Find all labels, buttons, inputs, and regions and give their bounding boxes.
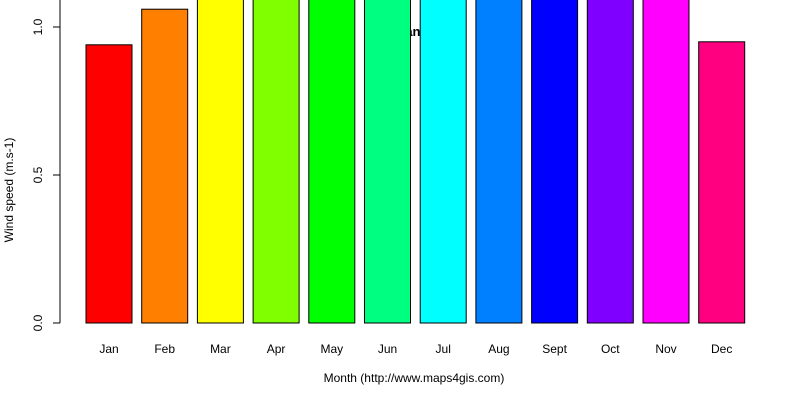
bar-apr bbox=[252, 0, 300, 324]
bars-group bbox=[85, 0, 746, 324]
x-tick-label: Sept bbox=[542, 342, 567, 356]
x-tick-label: Dec bbox=[711, 342, 732, 356]
x-tick-label: Feb bbox=[154, 342, 175, 356]
x-tick-label: Jun bbox=[378, 342, 397, 356]
bar-dec bbox=[698, 41, 746, 324]
bar-jul bbox=[419, 0, 467, 324]
bar-jun bbox=[364, 0, 411, 324]
y-tick-label: 0.0 bbox=[31, 314, 45, 331]
x-tick-label: Jan bbox=[99, 342, 118, 356]
x-tick-labels: Jan Feb Mar Apr May Jun Jul Aug Sept Oct Nov Dec bbox=[99, 342, 732, 356]
x-tick-label: Nov bbox=[655, 342, 676, 356]
x-tick-label: Aug bbox=[488, 342, 509, 356]
y-axis: 0.00.51.01.5 bbox=[31, 0, 61, 331]
x-tick-label: Mar bbox=[210, 342, 231, 356]
bar-may bbox=[308, 0, 356, 324]
bar-feb bbox=[141, 8, 189, 324]
bar-jan bbox=[85, 44, 133, 324]
bar-nov bbox=[642, 0, 690, 324]
x-tick-label: May bbox=[320, 342, 343, 356]
y-axis-label: Wind speed (m.s-1) bbox=[2, 138, 16, 243]
x-tick-label: Apr bbox=[267, 342, 286, 356]
bar-oct bbox=[586, 0, 634, 324]
y-tick-label: 0.5 bbox=[31, 166, 45, 183]
bar-aug bbox=[475, 0, 523, 324]
x-tick-label: Oct bbox=[601, 342, 620, 356]
bar-mar bbox=[196, 0, 244, 324]
y-tick-label: 1.0 bbox=[31, 18, 45, 35]
bar-sept bbox=[531, 0, 579, 324]
x-tick-label: Jul bbox=[436, 342, 451, 356]
x-axis-label: Month (http://www.maps4gis.com) bbox=[324, 371, 505, 385]
